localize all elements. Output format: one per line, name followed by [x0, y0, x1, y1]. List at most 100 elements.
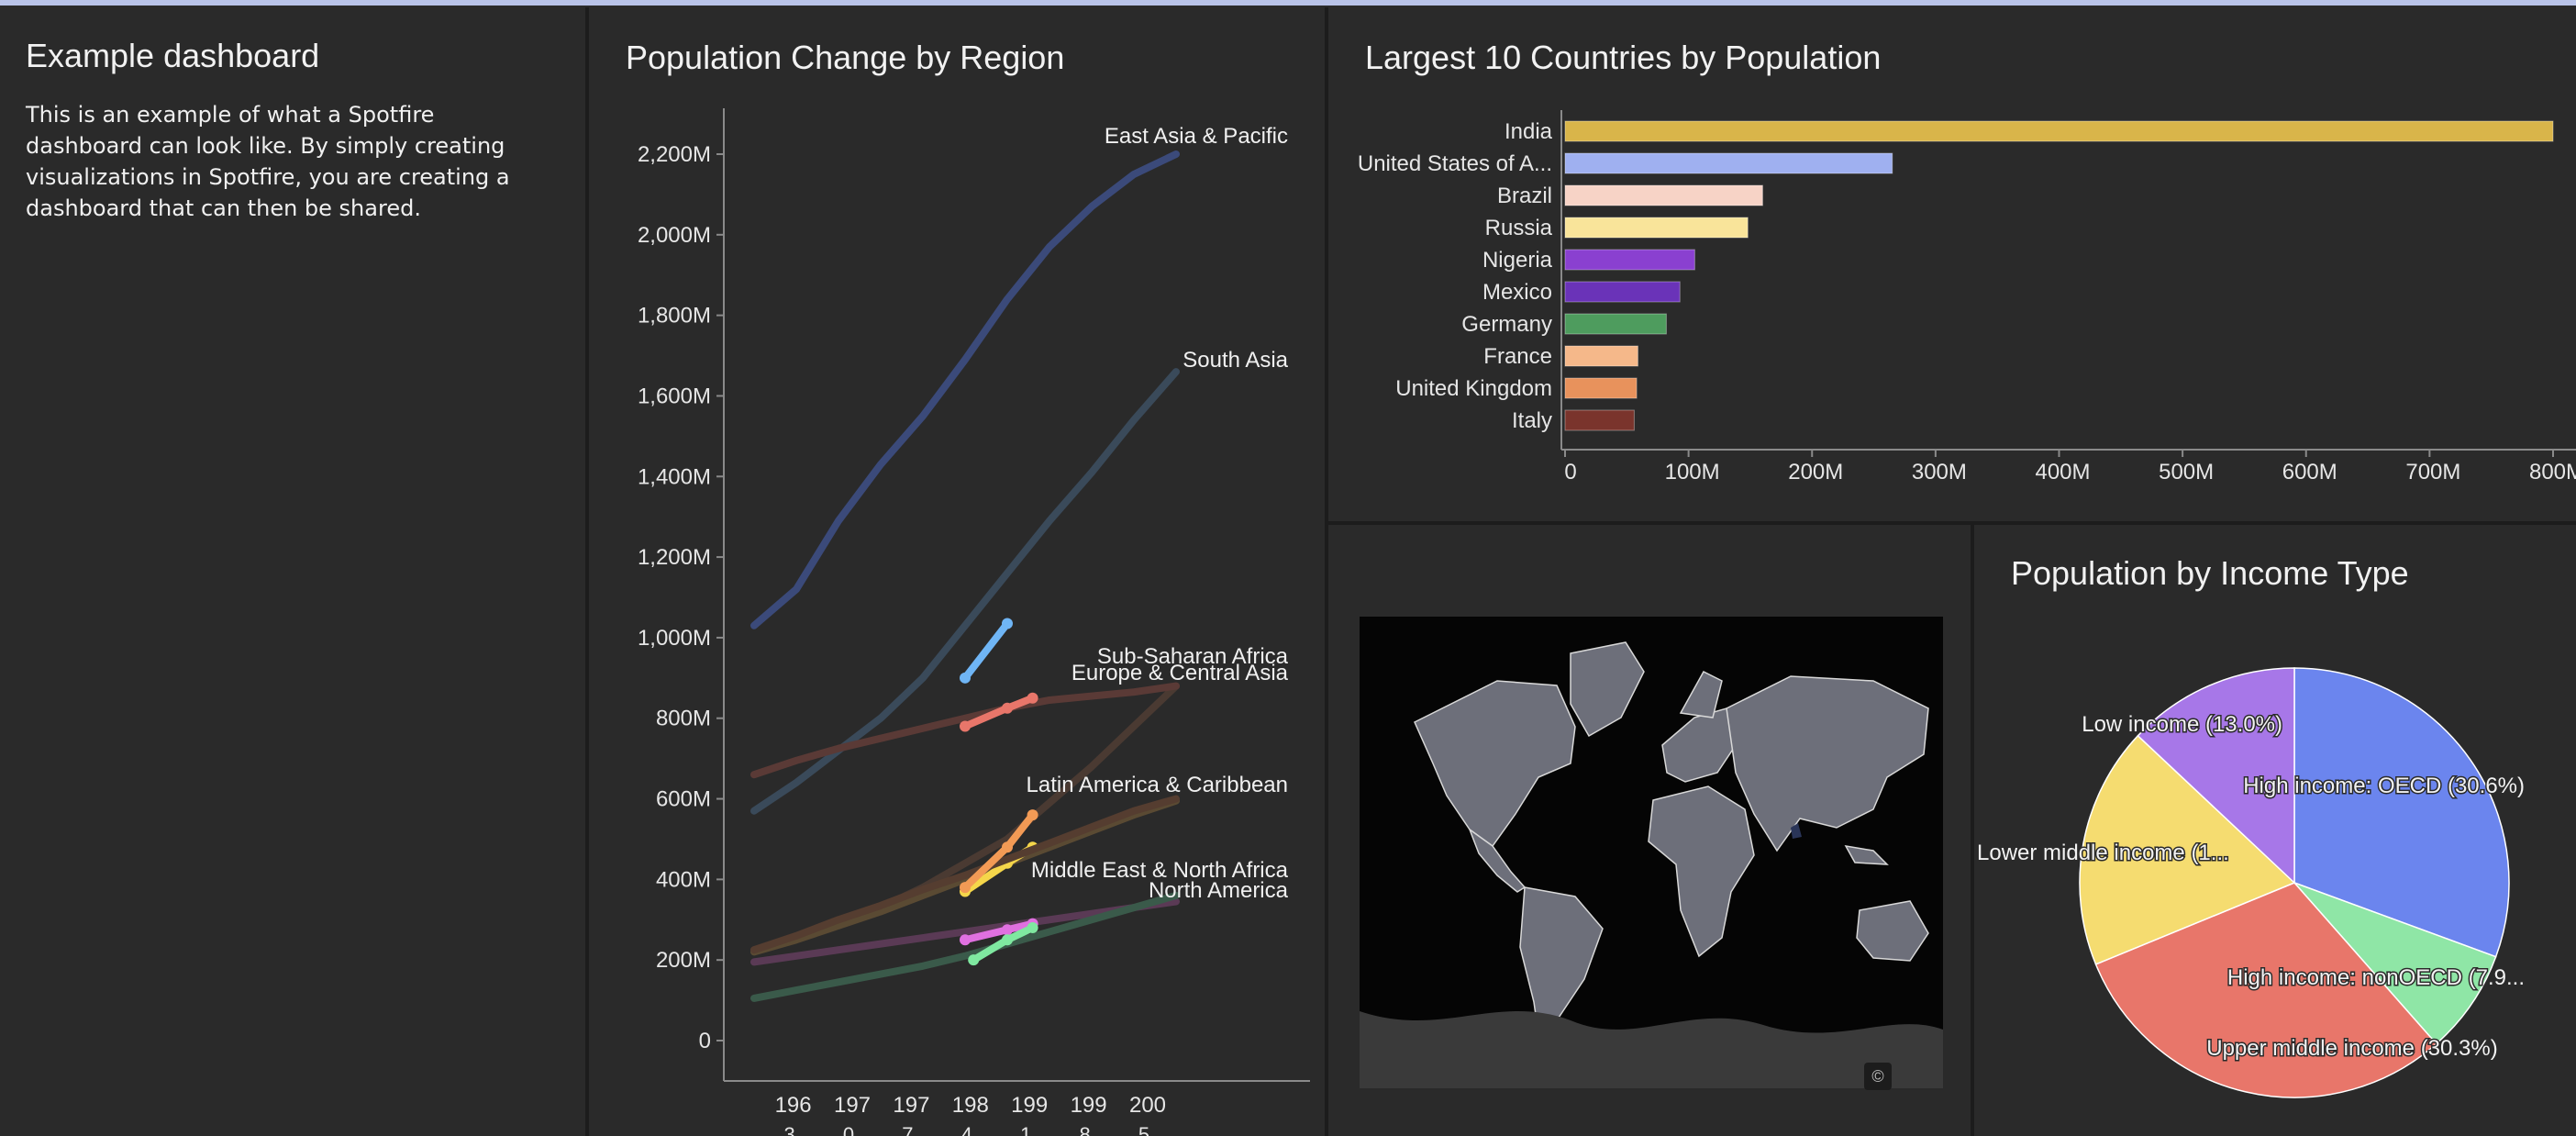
- bar-category-label: France: [1483, 344, 1552, 369]
- series-label: Europe & Central Asia: [1071, 661, 1289, 685]
- x-tick-label: 197: [834, 1093, 871, 1118]
- dashboard-description: This is an example of what a Spotfire da…: [26, 102, 510, 221]
- y-tick-label: 0: [699, 1029, 711, 1053]
- highlight-point[interactable]: [1027, 692, 1038, 704]
- bar[interactable]: [1564, 313, 1667, 335]
- highlight-point[interactable]: [960, 720, 971, 732]
- pie-slice[interactable]: [2079, 734, 2296, 965]
- y-tick-label: 1,600M: [638, 384, 711, 408]
- highlight-point[interactable]: [1002, 841, 1013, 853]
- line-chart[interactable]: 0 200M 400M 600M 800M 1,000M 1,200M 1,400M 1,600…: [589, 7, 1325, 1136]
- line-chart-panel[interactable]: Population Change by Region 0 200M 400M 600…: [589, 7, 1325, 1136]
- bar[interactable]: [1564, 152, 1893, 174]
- pie-slice-label: High income: OECD (30.6%): [2243, 774, 2525, 798]
- pie-chart-title: Population by Income Type: [2011, 554, 2409, 592]
- x-tick-label: 3: [783, 1123, 794, 1136]
- series-line[interactable]: [750, 897, 1180, 966]
- series-label: East Asia & Pacific: [1105, 124, 1288, 149]
- bar[interactable]: [1564, 184, 1763, 206]
- x-tick-label: 7: [902, 1123, 913, 1136]
- highlighted-country[interactable]: [1791, 823, 1802, 839]
- y-tick-label: 800M: [656, 707, 711, 731]
- y-tick-label: 600M: [656, 787, 711, 812]
- map-copyright-button[interactable]: ©: [1864, 1063, 1892, 1090]
- x-tick-label: 400M: [2035, 460, 2090, 484]
- x-tick-label: 1: [1020, 1123, 1031, 1136]
- pie-chart-panel[interactable]: Population by Income Type High income: O…: [1974, 525, 2576, 1136]
- x-tick-label: 198: [952, 1093, 989, 1118]
- world-map[interactable]: [1360, 617, 1943, 1088]
- pie-slice-label: Lower middle income (1...: [1977, 841, 2229, 865]
- series-label: Latin America & Caribbean: [1027, 773, 1289, 797]
- series-line[interactable]: [750, 796, 1180, 956]
- map-panel[interactable]: ©: [1328, 525, 1971, 1136]
- bar[interactable]: [1564, 120, 2554, 142]
- separator: [585, 7, 589, 1136]
- bar[interactable]: [1564, 345, 1638, 367]
- bar-category-label: Italy: [1512, 408, 1552, 433]
- pie-chart[interactable]: High income: OECD (30.6%) High income: no…: [1974, 525, 2576, 1136]
- x-tick-label: 0: [843, 1123, 854, 1136]
- x-tick-label: 700M: [2405, 460, 2460, 484]
- pie-slice-label: Low income (13.0%): [2082, 712, 2282, 737]
- highlight-point[interactable]: [960, 934, 971, 946]
- pie-slice[interactable]: [2293, 667, 2510, 958]
- highlight-point[interactable]: [1002, 702, 1013, 714]
- bar[interactable]: [1564, 409, 1635, 431]
- x-tick-label: 800M: [2529, 460, 2576, 484]
- x-tick-label: 200: [1129, 1093, 1166, 1118]
- top-accent-bar: [0, 0, 2576, 6]
- x-tick-label: 199: [1011, 1093, 1048, 1118]
- x-tick-label: 600M: [2282, 460, 2337, 484]
- x-tick-label: 196: [775, 1093, 812, 1118]
- series-label: Sub-Saharan Africa: [1097, 644, 1289, 669]
- highlight-point[interactable]: [1027, 922, 1038, 934]
- series-line[interactable]: [750, 368, 1180, 815]
- pie-slice-label: High income: nonOECD (7.9...: [2227, 965, 2525, 990]
- series-line[interactable]: [750, 795, 1180, 954]
- pie-slice-label: Upper middle income (30.3%): [2206, 1036, 2497, 1061]
- x-tick-label: 5: [1138, 1123, 1149, 1136]
- bar-chart-panel[interactable]: Largest 10 Countries by Population India…: [1328, 7, 2576, 521]
- x-tick-label: 8: [1079, 1123, 1090, 1136]
- bar[interactable]: [1564, 217, 1749, 239]
- series-line[interactable]: [750, 150, 1180, 629]
- bar[interactable]: [1564, 377, 1638, 399]
- bar-category-label: Nigeria: [1482, 248, 1553, 273]
- bar-chart[interactable]: India United States of A... Brazil Russia Ni…: [1328, 7, 2576, 521]
- pie-slice[interactable]: [2094, 882, 2437, 1098]
- y-tick-label: 2,200M: [638, 142, 711, 167]
- bar-category-label: India: [1505, 119, 1553, 144]
- y-tick-label: 1,400M: [638, 464, 711, 489]
- highlight-point[interactable]: [960, 672, 971, 684]
- bar[interactable]: [1564, 249, 1695, 271]
- x-tick-label: 200M: [1788, 460, 1843, 484]
- series-label: South Asia: [1183, 348, 1288, 373]
- x-tick-label: 100M: [1665, 460, 1720, 484]
- highlight-point[interactable]: [1002, 924, 1013, 936]
- x-tick-label: 0: [1564, 460, 1576, 484]
- highlight-point[interactable]: [1002, 618, 1013, 629]
- highlight-point[interactable]: [968, 954, 980, 966]
- separator: [1971, 525, 1974, 1136]
- series-line[interactable]: [750, 891, 1180, 1002]
- bar[interactable]: [1564, 281, 1681, 303]
- bar-category-label: Russia: [1485, 216, 1553, 240]
- highlight-point[interactable]: [1002, 934, 1013, 946]
- highlight-point[interactable]: [960, 882, 971, 894]
- highlight-point[interactable]: [1027, 809, 1038, 821]
- series-line[interactable]: [750, 682, 1180, 779]
- bar-category-label: United States of A...: [1358, 151, 1552, 176]
- highlight-line[interactable]: [961, 619, 1011, 682]
- pie-slice[interactable]: [2293, 882, 2497, 1045]
- series-label: North America: [1149, 878, 1289, 903]
- line-chart-title: Population Change by Region: [626, 39, 1065, 76]
- y-tick-label: 1,800M: [638, 304, 711, 329]
- bar-chart-title: Largest 10 Countries by Population: [1365, 39, 1882, 76]
- y-tick-label: 200M: [656, 948, 711, 973]
- bar-category-label: Germany: [1461, 312, 1552, 337]
- pie-slice[interactable]: [2137, 667, 2295, 885]
- bar-category-label: Brazil: [1497, 184, 1552, 208]
- x-tick-label: 500M: [2159, 460, 2214, 484]
- x-tick-label: 199: [1071, 1093, 1107, 1118]
